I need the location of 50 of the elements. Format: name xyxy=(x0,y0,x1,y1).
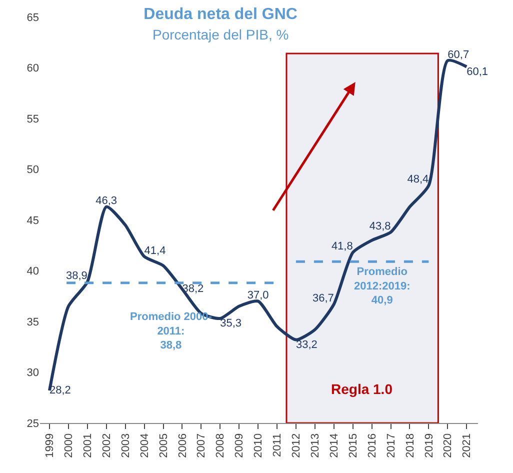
y-tick-label: 65 xyxy=(26,12,39,24)
text: Porcentaje del PIB, % xyxy=(152,26,289,43)
x-tick-label: 2007 xyxy=(196,433,208,458)
x-tick-label: 2009 xyxy=(234,433,246,458)
data-label: 60,1 xyxy=(466,66,488,78)
y-tick-label: 50 xyxy=(26,164,39,176)
data-label: 46,3 xyxy=(96,195,118,208)
annotation: Promedio 2000- 2011: 38,8 xyxy=(130,311,212,352)
y-tick-label: 60 xyxy=(26,62,39,75)
y-tick-label: 25 xyxy=(26,418,39,430)
x-tick-label: 2019 xyxy=(423,433,436,458)
x-tick-label: 2012 xyxy=(290,433,303,458)
data-label: 28,2 xyxy=(49,384,71,396)
y-tick-label: 55 xyxy=(26,113,39,126)
x-tick-label: 2016 xyxy=(366,433,378,458)
x-tick-label: 2011 xyxy=(272,433,284,458)
x-tick-label: 2018 xyxy=(404,433,416,458)
x-tick-label: 2002 xyxy=(100,433,113,458)
x-tick-label: 2000 xyxy=(63,433,76,458)
data-label: 35,3 xyxy=(220,318,242,330)
y-tick-label: 30 xyxy=(26,367,39,380)
x-tick-label: 2003 xyxy=(120,433,132,458)
x-tick-label: 2020 xyxy=(442,433,454,458)
data-label: 33,2 xyxy=(296,339,318,352)
x-tick-label: 2008 xyxy=(214,433,227,458)
y-tick-label: 35 xyxy=(26,316,39,328)
x-tick-label: 2006 xyxy=(176,433,189,458)
x-tick-label: 2001 xyxy=(82,433,94,458)
data-label: 41,4 xyxy=(144,244,166,257)
data-label: 37,0 xyxy=(247,289,269,302)
y-tick-label: 40 xyxy=(26,266,39,278)
data-label: 43,8 xyxy=(369,220,391,232)
x-tick-label: 2017 xyxy=(385,433,398,458)
x-tick-label: 2015 xyxy=(347,433,360,458)
data-label: 48,4 xyxy=(407,174,429,186)
data-label: 60,7 xyxy=(448,48,470,61)
x-tick-label: 1999 xyxy=(44,433,56,458)
x-tick-label: 2010 xyxy=(252,433,265,458)
y-tick-label: 45 xyxy=(26,214,39,227)
data-label: 38,9 xyxy=(66,270,88,282)
data-label: 36,7 xyxy=(312,292,334,304)
x-tick-label: 2021 xyxy=(461,433,474,458)
x-tick-label: 2004 xyxy=(138,433,151,458)
x-tick-label: 2014 xyxy=(328,433,340,458)
x-tick-label: 2005 xyxy=(158,433,170,458)
chart-title: Deuda neta del GNC xyxy=(144,6,298,23)
annotation: Promedio 2012:2019: 40,9 xyxy=(354,266,410,307)
data-label: 41,8 xyxy=(331,240,353,253)
x-tick-label: 2013 xyxy=(310,433,322,458)
band-label: Regla 1.0 xyxy=(331,381,393,397)
